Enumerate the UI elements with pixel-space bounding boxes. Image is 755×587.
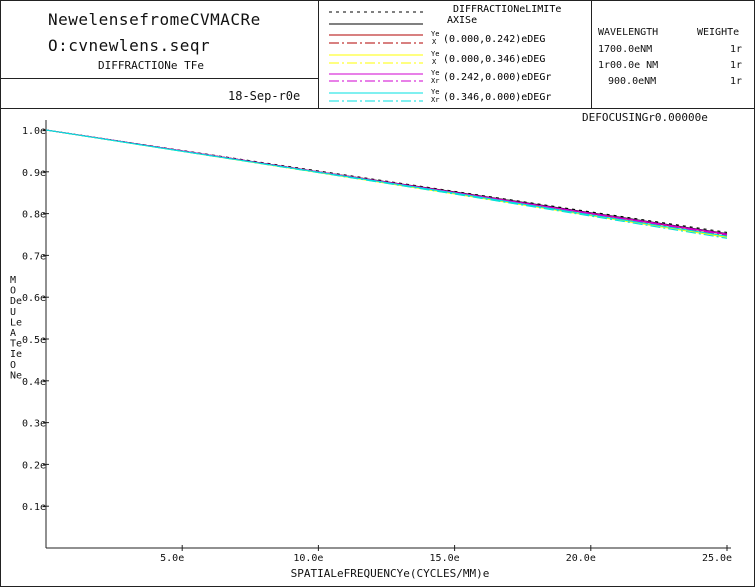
x-tick-label: 20.0e [566, 553, 596, 564]
y-axis-label-char: Ne [10, 370, 22, 381]
y-axis-label-char: Te [10, 339, 22, 350]
y-tick-label: 0.9e [22, 168, 46, 179]
legend-sub-y-2: Ye [431, 50, 439, 58]
mtf-series-line [45, 129, 728, 239]
title-divider [0, 78, 318, 79]
legend-label-field4: (0.346,0.000)eDEGr [443, 92, 551, 103]
legend-sub-y-3: Ye [431, 69, 439, 77]
y-axis-label-char: O [10, 360, 16, 371]
y-tick-label: 0.4e [22, 377, 46, 388]
weight-row-1: 1r [730, 44, 743, 55]
legend-sub-x-2: X [432, 58, 437, 66]
y-tick-label: 0.3e [22, 419, 46, 430]
x-tick-label: 5.0e [160, 553, 184, 564]
wavelength-row-2: 1r00.0e NM [598, 60, 659, 71]
y-tick-label: 0.8e [22, 210, 46, 221]
legend-label-diffraction-limit: DIFFRACTIONeLIMITe [453, 4, 561, 15]
title-line-2: O:cvnewlens.seqr [48, 36, 211, 55]
x-axis-label: SPATIALeFREQUENCYe(CYCLES/MM)e [291, 567, 490, 580]
title-line-1: NewelensefromeCVMACRe [48, 10, 261, 29]
weight-row-3: 1r [730, 76, 743, 87]
legend-label-field3: (0.242,0.000)eDEGr [443, 72, 551, 83]
y-tick-label: 0.7e [22, 251, 46, 262]
y-axis-label-char: Le [10, 317, 22, 328]
y-axis-label-char: O [10, 286, 16, 297]
legend-right-divider [591, 0, 592, 109]
wavelength-row-1: 1700.0eNM [598, 44, 653, 55]
legend-left-divider [318, 0, 319, 109]
legend: DIFFRACTIONeLIMITe AXISe Ye X (0.000,0.2… [329, 4, 561, 104]
x-tick-label: 15.0e [430, 553, 460, 564]
x-tick-label: 10.0e [293, 553, 323, 564]
y-axis-label-char: U [10, 307, 16, 318]
legend-sub-x-1: X [432, 38, 437, 46]
legend-sub-x-4: Xr [431, 96, 439, 104]
wavelength-row-3: 900.0eNM [608, 76, 657, 87]
y-tick-label: 0.1e [22, 502, 46, 513]
y-axis-label-char: Ie [10, 349, 22, 360]
legend-label-field2: (0.000,0.346)eDEG [443, 54, 545, 65]
y-tick-label: 0.5e [22, 335, 46, 346]
header-bottom-divider [0, 108, 755, 109]
wavelength-header: WAVELENGTH [598, 27, 659, 38]
chart-subtitle: DIFFRACTIONe TFe [98, 59, 204, 72]
y-axis-label-char: A [10, 328, 16, 339]
y-tick-label: 0.2e [22, 460, 46, 471]
y-axis-label-char: De [10, 296, 22, 307]
y-axis-label-char: M [10, 275, 16, 286]
y-tick-label: 0.6e [22, 293, 46, 304]
legend-sub-y-1: Ye [431, 30, 439, 38]
legend-label-field1: (0.000,0.242)eDEG [443, 34, 545, 45]
legend-label-axis: AXISe [447, 15, 477, 26]
x-tick-label: 25.0e [702, 553, 732, 564]
defocusing-label: DEFOCUSINGr0.00000e [582, 111, 708, 124]
weight-row-2: 1r [730, 60, 743, 71]
legend-sub-x-3: Xr [431, 77, 439, 85]
legend-sub-y-4: Ye [431, 88, 439, 96]
y-tick-label: 1.0e [22, 126, 46, 137]
date-label: 18-Sep-r0e [228, 89, 301, 103]
weight-header: WEIGHTe [697, 27, 740, 38]
